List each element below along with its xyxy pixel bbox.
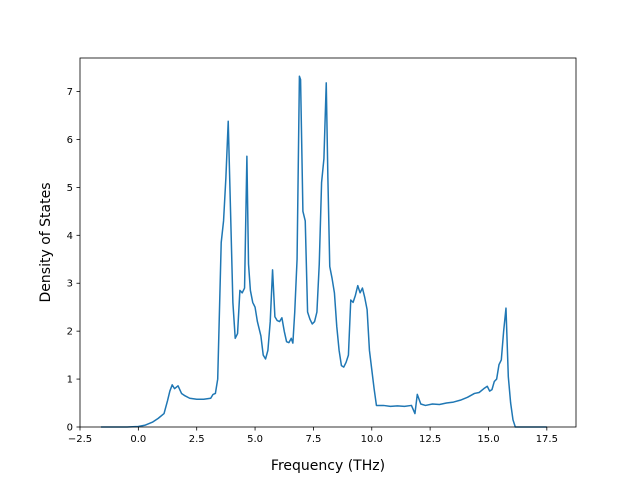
y-tick-label: 3	[67, 279, 73, 290]
x-tick-label: 2.5	[189, 434, 205, 445]
x-tick-label: 15.0	[477, 434, 499, 445]
series-layer	[101, 75, 547, 428]
x-axis-ticks: −2.5 0.0 2.5 5.0 7.5 10.0 12.5 15.0 17.5	[68, 427, 558, 445]
x-axis-label: Frequency (THz)	[271, 458, 385, 474]
x-tick-label: 5.0	[247, 434, 263, 445]
y-axis-label: Density of States	[38, 183, 54, 303]
y-tick-label: 5	[67, 183, 73, 194]
y-axis-ticks: 0 1 2 3 4 5 6 7	[67, 87, 80, 434]
x-tick-label: 17.5	[536, 434, 558, 445]
x-tick-label: −2.5	[68, 434, 92, 445]
x-tick-label: 0.0	[130, 434, 146, 445]
plot-area	[79, 57, 577, 428]
x-tick-label: 7.5	[305, 434, 321, 445]
y-tick-label: 2	[67, 327, 73, 338]
y-tick-label: 6	[67, 135, 73, 146]
y-tick-label: 7	[67, 87, 73, 98]
y-tick-label: 1	[67, 375, 73, 386]
axes-frame	[79, 57, 577, 428]
x-tick-label: 12.5	[419, 434, 441, 445]
y-tick-label: 0	[67, 423, 73, 434]
x-tick-label: 10.0	[361, 434, 383, 445]
dos-series-line-0	[101, 75, 547, 428]
y-tick-label: 4	[67, 231, 73, 242]
